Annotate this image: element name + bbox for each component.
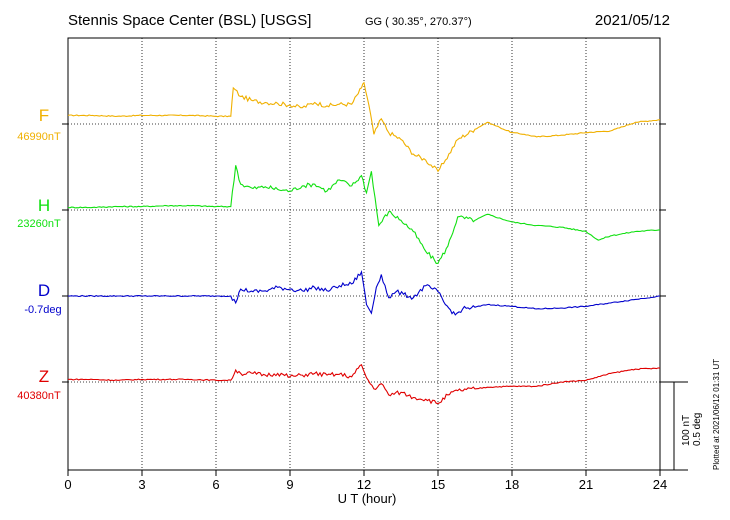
series-line-f [67, 81, 661, 173]
series-baseline-f: 46990nT [17, 131, 61, 143]
station-coordinates: GG ( 30.35°, 270.37°) [365, 16, 472, 28]
scale-label-nt: 100 nT [681, 414, 692, 446]
x-tick-label-3: 3 [138, 477, 145, 492]
series-label-h: H [37, 196, 51, 215]
x-tick-label-24: 24 [653, 477, 667, 492]
series-lines [67, 81, 661, 405]
series-baseline-h: 23260nT [17, 218, 61, 230]
series-label-f: F [38, 106, 50, 125]
series-baseline-z: 40380nT [17, 390, 61, 402]
plotted-timestamp: Plotted at 2021/06/12 01:31 UT [712, 358, 721, 470]
scale-label-deg: 0.5 deg [692, 412, 703, 446]
series-line-h [67, 165, 661, 264]
x-tick-label-15: 15 [431, 477, 445, 492]
scale-bar [660, 381, 688, 471]
x-tick-label-18: 18 [505, 477, 519, 492]
chart-date: 2021/05/12 [594, 12, 670, 29]
x-tick-label-6: 6 [212, 477, 219, 492]
x-tick-label-21: 21 [579, 477, 593, 492]
series-line-d [67, 270, 661, 316]
baseline-lines [62, 123, 666, 383]
x-tick-label-12: 12 [357, 477, 371, 492]
x-axis-label: U T (hour) [338, 491, 397, 506]
series-label-d: D [37, 281, 51, 300]
series-line-z [67, 364, 661, 405]
series-label-z: Z [38, 367, 50, 386]
chart-grid [141, 38, 587, 470]
chart-title: Stennis Space Center (BSL) [USGS] [68, 12, 312, 29]
x-tick-label-9: 9 [286, 477, 293, 492]
x-axis-ticks: 0 3 6 9 12 15 18 21 24 [64, 470, 667, 492]
x-tick-label-0: 0 [64, 477, 71, 492]
series-baseline-d: -0.7deg [24, 304, 62, 316]
